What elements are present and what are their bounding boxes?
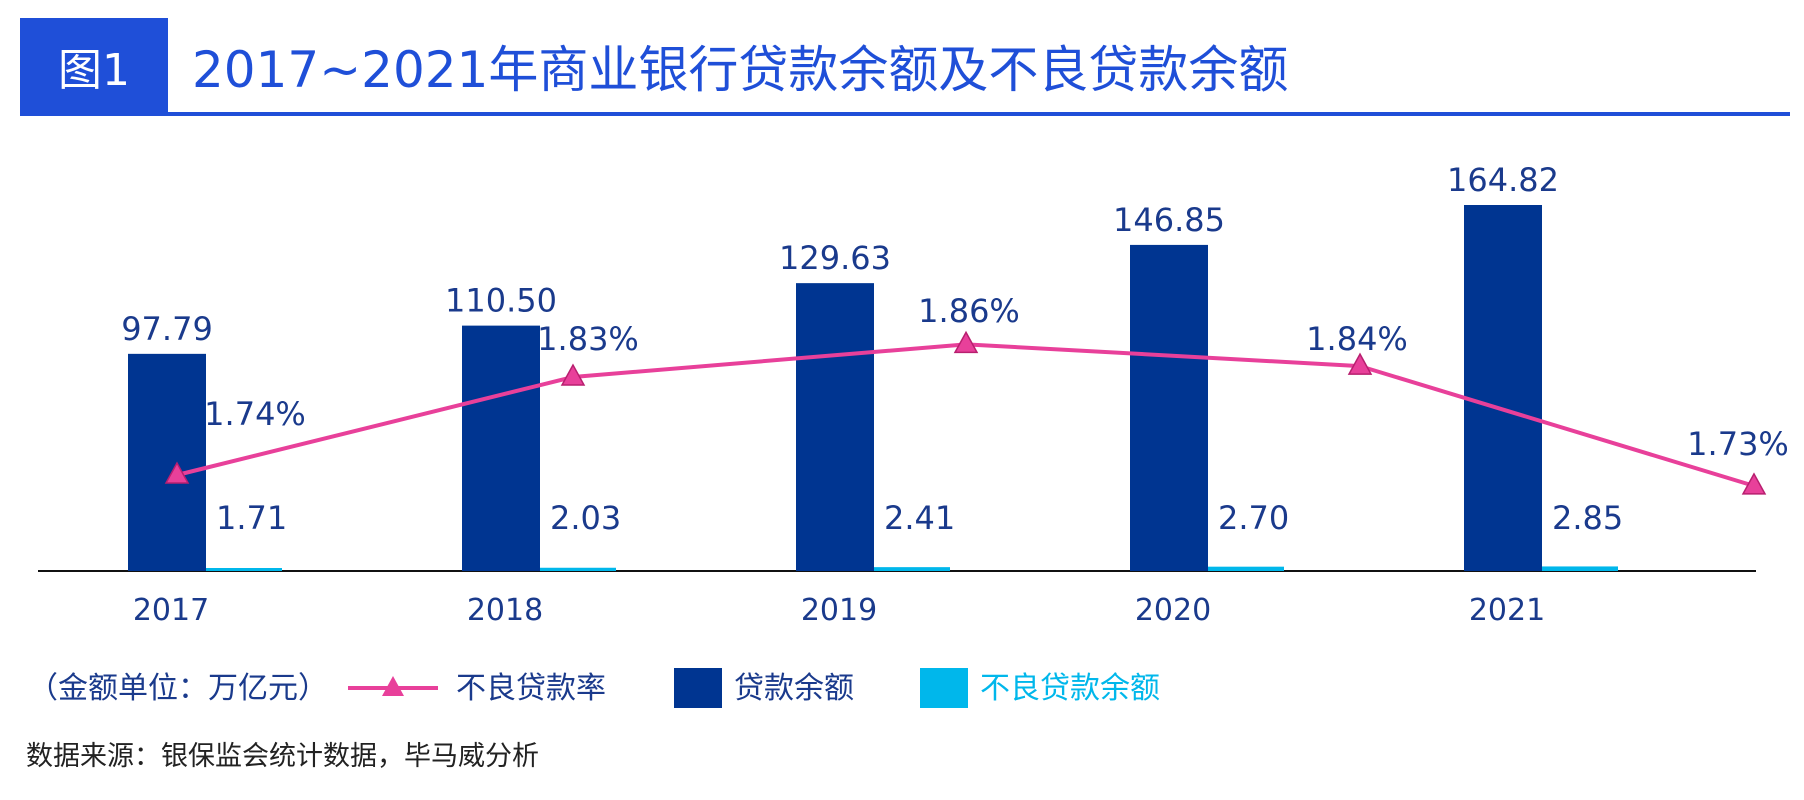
data-label-npl-2021: 2.85 [1552,499,1623,537]
bar-loan-2019 [796,283,874,571]
marker-rate-2018 [560,363,586,386]
bar-npl-2021 [1542,566,1618,571]
legend-loan-label: 贷款余额 [734,671,854,706]
data-label-rate-2021: 1.73% [1687,425,1789,463]
data-label-rate-2020: 1.84% [1306,320,1408,358]
chart-title: 2017~2021年商业银行贷款余额及不良贷款余额 [192,41,1289,99]
data-label-npl-2017: 1.71 [216,499,287,537]
source-note: 数据来源：银保监会统计数据，毕马威分析 [26,741,539,772]
x-tick-label-2019: 2019 [801,593,877,628]
legend-rate-label: 不良贷款率 [456,671,606,706]
data-label-rate-2017: 1.74% [204,395,306,433]
data-label-rate-2018: 1.83% [537,320,639,358]
x-tick-label-2021: 2021 [1469,593,1545,628]
bar-npl-2020 [1208,566,1284,571]
data-label-npl-2019: 2.41 [884,499,955,537]
chart-header: 图1 2017~2021年商业银行贷款余额及不良贷款余额 [20,18,1790,116]
loan-chart: 97.79 1.71 2017 110.50 2.03 2018 129.63 2.41 201… [28,161,1789,708]
legend-npl-swatch [920,668,968,708]
x-tick-label-2020: 2020 [1135,593,1211,628]
bar-loan-2017 [128,353,206,571]
bar-loan-2020 [1130,244,1208,571]
legend-npl-label: 不良贷款余额 [980,671,1160,706]
marker-rate-2019 [953,330,979,354]
marker-rate-2017 [164,461,190,484]
x-tick-label-2018: 2018 [467,593,543,628]
bar-npl-2017 [206,568,282,571]
data-label-loan-2017: 97.79 [121,310,213,348]
legend-loan-swatch [674,668,722,708]
data-label-rate-2019: 1.86% [918,292,1020,330]
legend-unit-note: （金额单位：万亿元） [28,671,328,706]
bar-loan-2018 [462,325,540,571]
legend-rate-marker [382,676,404,696]
x-tick-label-2017: 2017 [133,593,209,628]
data-label-loan-2020: 146.85 [1113,201,1225,239]
bar-npl-2019 [874,567,950,571]
bar-loan-2021 [1464,205,1542,571]
data-label-npl-2018: 2.03 [550,499,621,537]
data-label-loan-2018: 110.50 [445,282,557,320]
marker-rate-2020 [1347,352,1373,375]
data-label-loan-2019: 129.63 [779,239,891,277]
figure-badge: 图1 [20,18,168,114]
data-label-loan-2021: 164.82 [1447,161,1559,199]
data-label-npl-2020: 2.70 [1218,499,1289,537]
header-rule [20,112,1790,116]
marker-rate-2021 [1741,472,1767,495]
bar-npl-2018 [540,567,616,571]
